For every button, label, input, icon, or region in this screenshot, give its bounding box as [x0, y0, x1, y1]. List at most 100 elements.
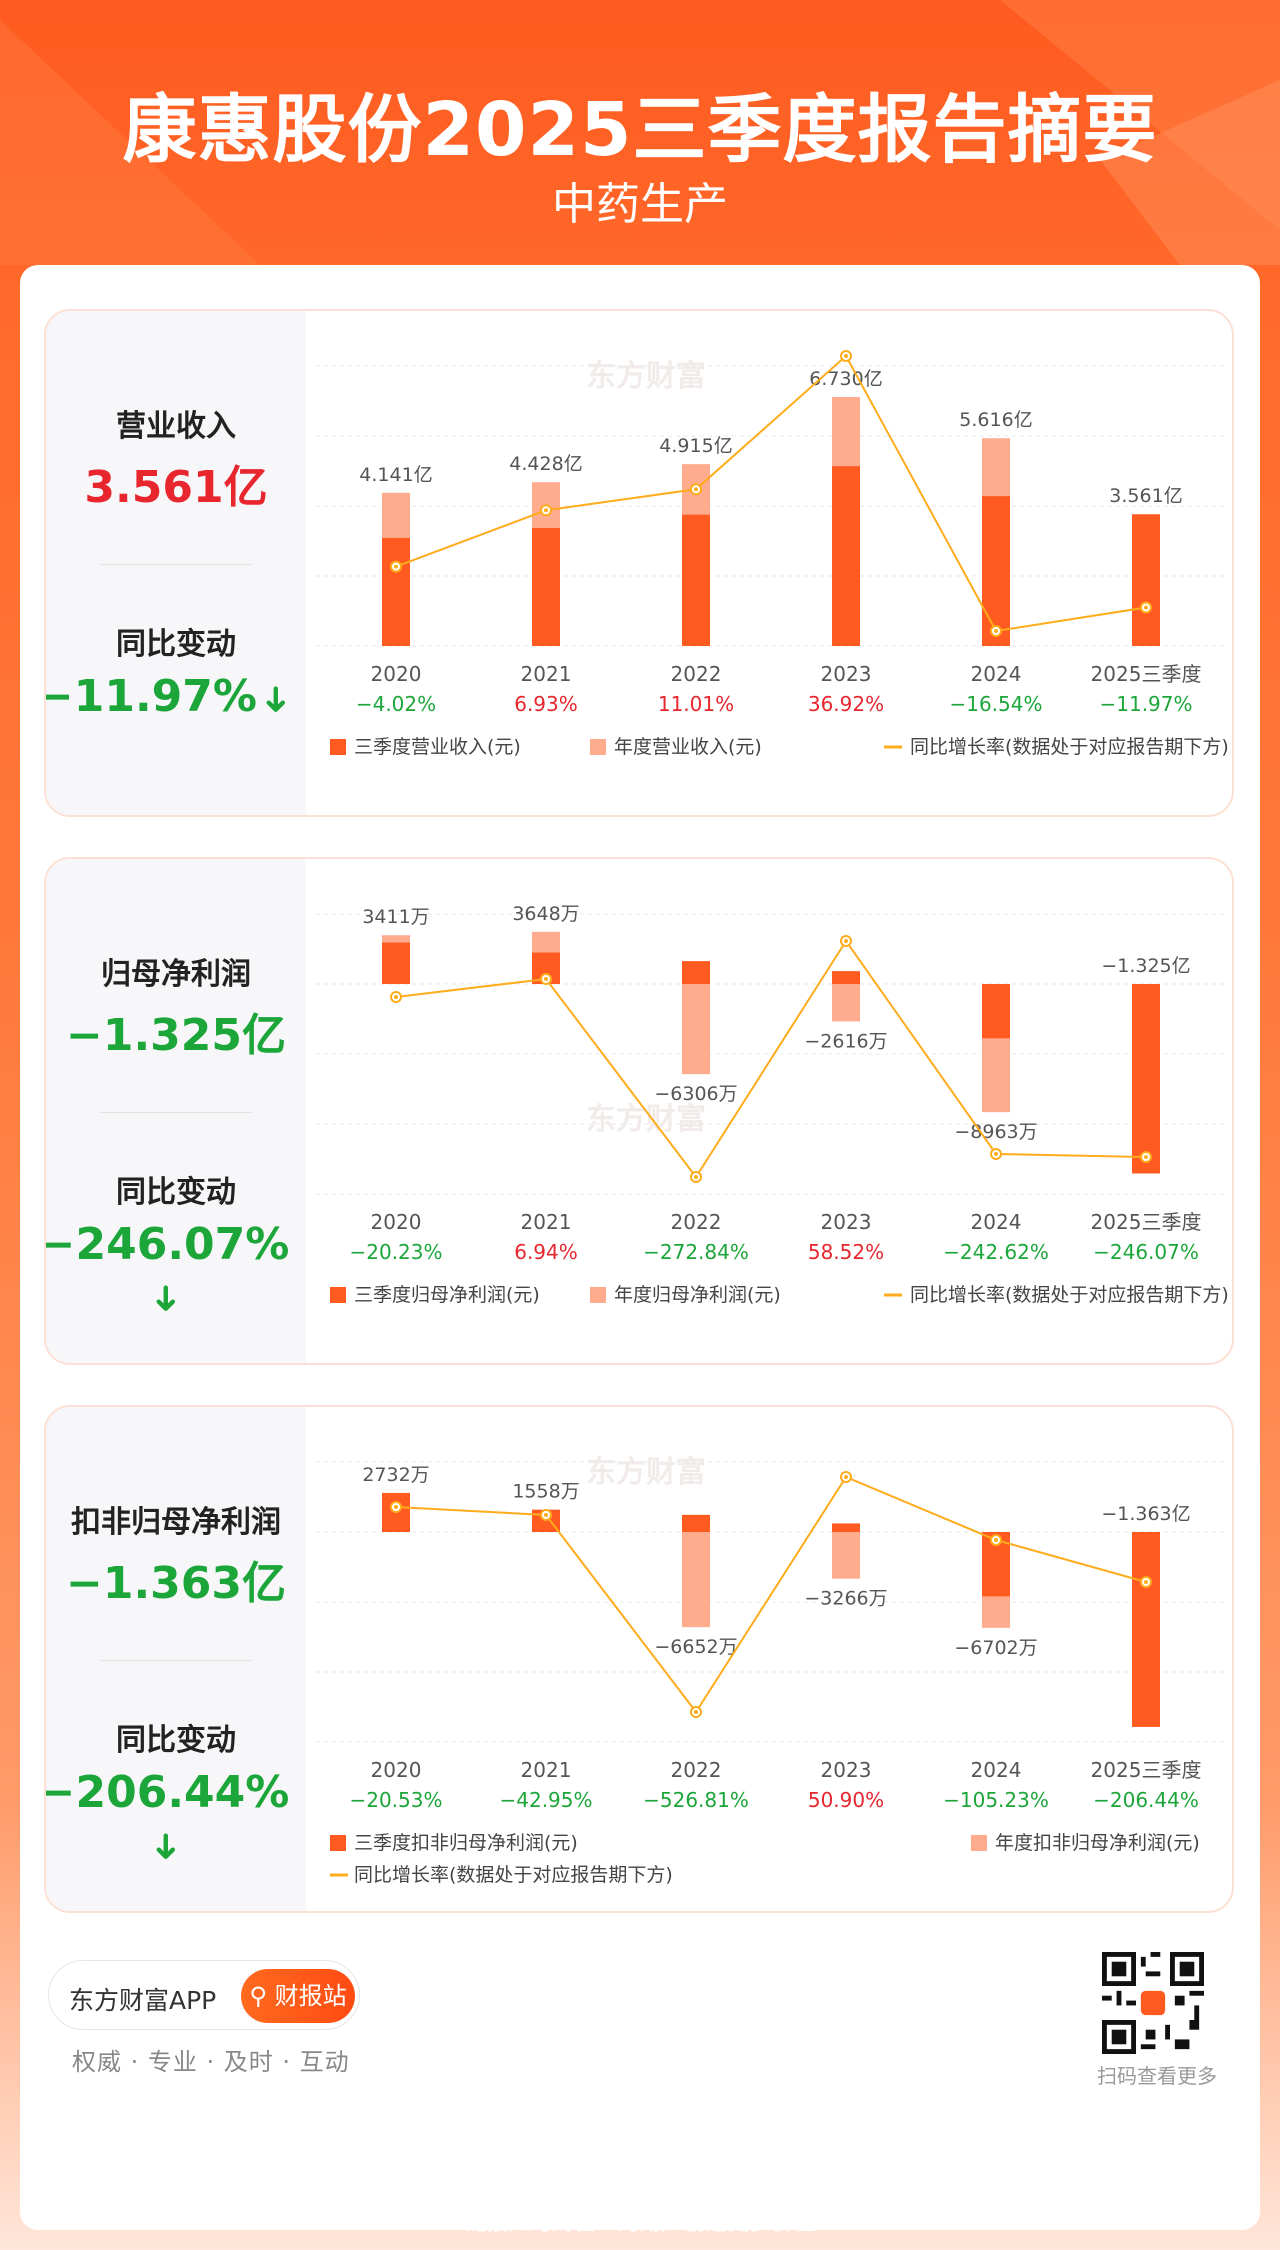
legend-annual-swatch [590, 1287, 606, 1303]
category-label: 2025三季度 [1091, 1758, 1202, 1782]
deducted-profit-chart: 东方财富 2732万 2020 −20.53% 1558万 2021 −42.95% −665… [316, 1455, 1226, 1886]
page-subtitle: 中药生产 [552, 179, 728, 230]
qr-code-icon[interactable] [1102, 1952, 1204, 2054]
yoy-label: 50.90% [808, 1788, 884, 1812]
deducted-profit-value: −1.363亿 [65, 1558, 287, 1609]
growth-point-center [394, 995, 398, 999]
annual-bar [832, 984, 860, 1022]
app-name: 东方财富APP [69, 1986, 217, 2015]
growth-line [395, 354, 1147, 633]
yoy-label: −4.02% [356, 692, 436, 716]
legend-q3-label: 三季度归母净利润(元) [354, 1284, 540, 1306]
value-label: −2616万 [804, 1030, 887, 1052]
header-banner: 康惠股份2025三季度报告摘要 中药生产 [0, 0, 1280, 265]
revenue-value: 3.561亿 [84, 462, 268, 513]
q3-bar [682, 1514, 710, 1532]
yoy-label: 36.92% [808, 692, 884, 716]
down-arrow-icon: ➜ [255, 684, 297, 715]
search-icon: ⚲ [249, 1982, 275, 2010]
value-label: −1.363亿 [1101, 1503, 1190, 1525]
revenue-change-value: −11.97%➜ [44, 671, 297, 722]
value-label: 3648万 [512, 903, 579, 925]
page-title: 康惠股份2025三季度报告摘要 [122, 87, 1158, 173]
yoy-label: −272.84% [643, 1240, 749, 1264]
yoy-label: −105.23% [943, 1788, 1049, 1812]
value-label: −6702万 [954, 1637, 1037, 1659]
growth-point-center [544, 977, 548, 981]
q3-bar [982, 984, 1010, 1039]
legend-annual-label: 年度扣非归母净利润(元) [995, 1832, 1200, 1854]
growth-point-center [844, 939, 848, 943]
category-label: 2023 [821, 1210, 872, 1234]
category-label: 2020 [371, 1758, 422, 1782]
growth-point-center [694, 487, 698, 492]
watermark-text: 东方财富 [586, 1455, 706, 1490]
legend-q3-label: 三季度营业收入(元) [354, 736, 521, 758]
value-label: 3411万 [362, 906, 429, 928]
yoy-label: −11.97% [1099, 692, 1192, 716]
yoy-label: −20.53% [349, 1788, 442, 1812]
summary-divider [101, 564, 251, 565]
category-label: 2021 [521, 662, 572, 686]
net-profit-change-value: −246.07%➜ [44, 1219, 290, 1314]
yoy-label: 6.94% [514, 1240, 578, 1264]
value-label: 4.915亿 [659, 435, 732, 457]
app-search-pill[interactable]: 东方财富APP ⚲ 财报站 [48, 1960, 360, 2030]
q3-bar [982, 496, 1010, 646]
legend-q3-swatch [330, 1287, 346, 1303]
legend-q3-label: 三季度扣非归母净利润(元) [354, 1832, 578, 1854]
value-label: 2732万 [362, 1464, 429, 1486]
growth-point-center [394, 1505, 398, 1509]
growth-point-center [844, 1475, 848, 1479]
growth-line [395, 1475, 1147, 1714]
legend-line-label: 同比增长率(数据处于对应报告期下方) [910, 736, 1229, 758]
q3-bar [1132, 514, 1160, 646]
growth-point-center [994, 629, 998, 633]
net-profit-value: −1.325亿 [65, 1010, 287, 1061]
deducted-profit-label: 扣非归母净利润 [71, 1505, 281, 1540]
growth-line [395, 939, 1147, 1179]
header-decoration [0, 0, 1280, 265]
report-card: 营业收入 3.561亿 同比变动 −11.97%➜ 东方财富 4.141亿 2020… [20, 265, 1260, 2230]
value-label: 5.616亿 [959, 409, 1032, 431]
value-label: −1.325亿 [1101, 955, 1190, 977]
legend-annual-swatch [590, 739, 606, 755]
revenue-chart: 东方财富 4.141亿 2020 −4.02% 4.428亿 2021 6.93% 4.915… [316, 350, 1229, 758]
deducted-profit-change-value: −206.44%➜ [44, 1767, 290, 1862]
category-label: 2020 [371, 1210, 422, 1234]
category-label: 2021 [521, 1210, 572, 1234]
q3-bar [832, 971, 860, 984]
q3-bar [382, 942, 410, 984]
category-label: 2024 [971, 1210, 1022, 1234]
category-label: 2025三季度 [1091, 1210, 1202, 1234]
value-label: 3.561亿 [1109, 485, 1182, 507]
yoy-label: 6.93% [514, 692, 578, 716]
legend-q3-swatch [330, 1835, 346, 1851]
growth-point-center [844, 354, 848, 358]
net-profit-change-label: 同比变动 [116, 1175, 236, 1210]
growth-point-center [994, 1152, 998, 1156]
yoy-label: −20.23% [349, 1240, 442, 1264]
category-label: 2022 [671, 662, 722, 686]
category-label: 2022 [671, 1758, 722, 1782]
deducted-profit-panel: 扣非归母净利润 −1.363亿 同比变动 −206.44%➜ 东方财富 2732万… [44, 1405, 1234, 1913]
category-label: 2024 [971, 1758, 1022, 1782]
revenue-panel: 营业收入 3.561亿 同比变动 −11.97%➜ 东方财富 4.141亿 2020… [44, 309, 1234, 817]
yoy-label: 58.52% [808, 1240, 884, 1264]
growth-point-center [544, 508, 548, 513]
net-profit-panel: 归母净利润 −1.325亿 同比变动 −246.07%➜ 东方财富 3411万 20… [44, 857, 1234, 1365]
growth-point-center [994, 1538, 998, 1542]
slogan: 权威 · 专业 · 及时 · 互动 [72, 2048, 350, 2076]
q3-bar [532, 527, 560, 646]
deducted-profit-summary: 扣非归母净利润 −1.363亿 同比变动 −206.44%➜ [46, 1407, 306, 1911]
q3-bar [682, 961, 710, 984]
legend-annual-label: 年度营业收入(元) [614, 736, 762, 758]
annual-bar [682, 984, 710, 1075]
revenue-summary: 营业收入 3.561亿 同比变动 −11.97%➜ [46, 311, 306, 815]
bottom-tagline: 链接人与财富 · 为用户创造更多价值 [464, 2211, 816, 2236]
value-label: −6306万 [654, 1083, 737, 1105]
report-station-button[interactable]: ⚲ 财报站 [241, 1969, 355, 2023]
down-arrow-icon: ➜ [145, 1283, 187, 1314]
value-label: −8963万 [954, 1121, 1037, 1143]
growth-point-center [1144, 1155, 1148, 1159]
